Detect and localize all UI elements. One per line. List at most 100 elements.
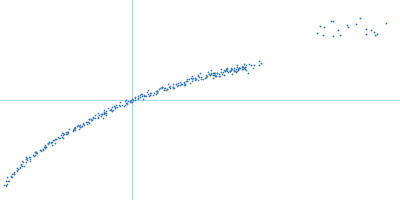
Point [61,133,67,136]
Point [80,122,86,125]
Point [320,26,327,29]
Point [49,141,56,144]
Point [108,108,114,111]
Point [101,111,107,114]
Point [210,72,216,75]
Point [128,98,135,101]
Point [161,88,167,91]
Point [236,66,242,69]
Point [102,111,108,114]
Point [3,185,9,188]
Point [38,149,44,152]
Point [127,99,134,102]
Point [3,179,9,183]
Point [1,184,7,187]
Point [374,32,380,36]
Point [174,84,180,87]
Point [214,72,220,75]
Point [24,158,30,161]
Point [210,74,216,77]
Point [225,71,231,74]
Point [145,92,152,95]
Point [88,119,95,122]
Point [125,99,131,102]
Point [233,67,239,70]
Point [184,79,191,83]
Point [45,141,51,144]
Point [79,125,85,128]
Point [154,91,160,95]
Point [220,70,226,73]
Point [83,121,89,124]
Point [212,74,218,77]
Point [215,75,222,78]
Point [140,95,147,98]
Point [258,61,264,65]
Point [208,71,214,75]
Point [98,112,104,115]
Point [98,112,105,115]
Point [159,85,165,89]
Point [344,23,350,26]
Point [165,83,171,86]
Point [86,117,92,120]
Point [42,143,48,146]
Point [60,131,66,134]
Point [21,164,28,167]
Point [178,82,184,86]
Point [248,63,254,67]
Point [4,182,10,186]
Point [92,116,98,119]
Point [58,133,64,136]
Point [129,98,136,102]
Point [27,157,33,161]
Point [8,175,14,178]
Point [84,120,90,123]
Point [208,73,214,76]
Point [207,74,214,77]
Point [114,105,120,108]
Point [98,114,104,117]
Point [23,158,30,161]
Point [124,101,130,104]
Point [156,88,162,91]
Point [206,72,212,76]
Point [81,123,88,126]
Point [242,65,248,68]
Point [46,140,52,144]
Point [181,84,188,87]
Point [137,95,144,99]
Point [142,95,148,98]
Point [111,105,117,108]
Point [86,121,93,124]
Point [200,77,207,80]
Point [184,80,190,83]
Point [49,143,56,146]
Point [103,113,110,116]
Point [63,130,69,133]
Point [92,114,98,117]
Point [99,112,106,116]
Point [65,130,71,133]
Point [112,107,118,110]
Point [50,138,57,141]
Point [40,148,46,151]
Point [124,103,131,106]
Point [72,126,78,129]
Point [143,94,150,97]
Point [226,69,233,72]
Point [170,85,176,88]
Point [250,66,256,69]
Point [330,34,336,38]
Point [217,74,223,78]
Point [256,60,262,63]
Point [189,74,196,78]
Point [14,168,20,172]
Point [190,76,197,80]
Point [180,81,187,85]
Point [211,71,217,74]
Point [138,92,144,95]
Point [77,123,84,126]
Point [228,69,234,72]
Point [160,87,167,90]
